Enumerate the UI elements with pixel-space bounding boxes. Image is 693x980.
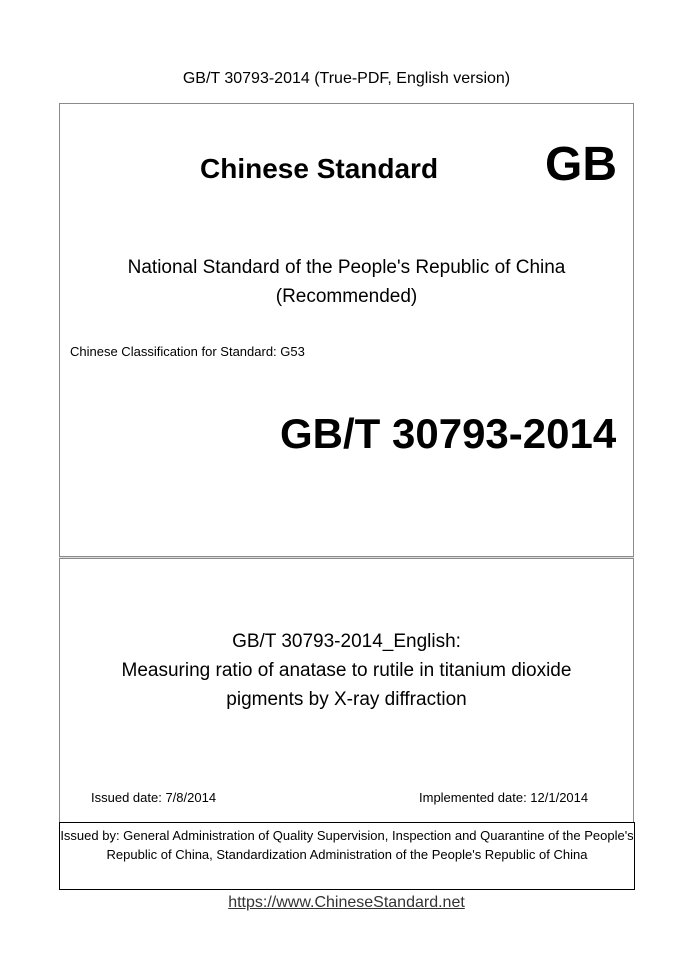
national-standard-label: National Standard of the People's Republ… <box>59 253 634 311</box>
website-link[interactable]: https://www.ChineseStandard.net <box>228 894 465 911</box>
cover-heading: Chinese Standard <box>200 153 439 184</box>
title-line-1: GB/T 30793-2014_English: <box>232 631 461 652</box>
national-line-2: (Recommended) <box>275 286 418 307</box>
issued-date: Issued date: 7/8/2014 <box>91 790 217 805</box>
title-line-2: Measuring ratio of anatase to rutile in … <box>121 660 572 681</box>
gb-logo: GB <box>545 138 617 191</box>
standard-code: GB/T 30793-2014 <box>280 410 617 457</box>
cover-frame <box>59 103 634 822</box>
issuer-box: Issued by: General Administration of Qua… <box>59 822 635 890</box>
english-title: GB/T 30793-2014_English: Measuring ratio… <box>59 627 634 714</box>
title-line-3: pigments by X-ray diffraction <box>226 689 467 710</box>
footer: https://www.ChineseStandard.net <box>0 894 693 912</box>
document-header-title: GB/T 30793-2014 (True-PDF, English versi… <box>182 70 511 87</box>
classification: Chinese Classification for Standard: G53 <box>70 344 305 359</box>
section-divider <box>59 556 634 559</box>
implemented-date: Implemented date: 12/1/2014 <box>419 790 589 805</box>
national-line-1: National Standard of the People's Republ… <box>127 257 566 278</box>
